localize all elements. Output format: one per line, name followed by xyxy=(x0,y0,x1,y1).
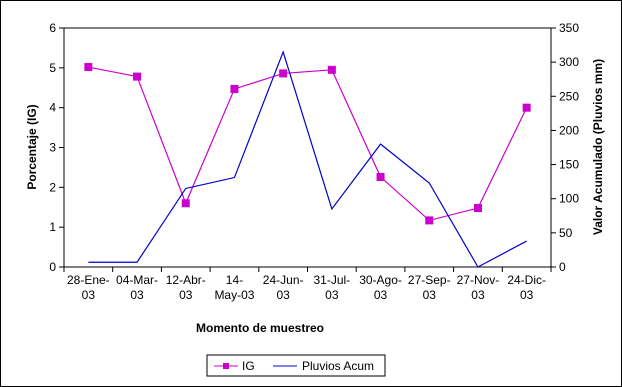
series-line-ig xyxy=(88,66,528,222)
x-axis-tick-label: 24-Jun-03 xyxy=(263,273,304,302)
series-layer xyxy=(84,50,531,268)
x-axis-tick-label: 24-Dic-03 xyxy=(507,273,546,302)
data-point-ig xyxy=(279,69,288,78)
x-axis-tick-label: 31-Jul-03 xyxy=(314,273,351,302)
legend-ig-label: IG xyxy=(242,359,255,373)
data-point-ig xyxy=(327,65,336,74)
x-axis-title: Momento de muestreo xyxy=(196,321,324,335)
legend-pluvios-label: Pluvios Acum xyxy=(302,359,374,373)
y-axis-right-title: Valor Acumulado (Pluvios mm) xyxy=(591,59,605,235)
right-axis-tick-label: 0 xyxy=(559,260,566,274)
left-axis-tick-label: 6 xyxy=(49,21,56,35)
data-point-ig xyxy=(181,199,190,208)
left-axis: 0 1 2 3 4 5 6 xyxy=(49,21,64,274)
x-axis-tick-label: 04-Mar-03 xyxy=(116,273,158,302)
data-point-ig xyxy=(425,216,434,225)
data-point-ig xyxy=(84,63,93,72)
right-axis-tick-label: 300 xyxy=(559,55,579,69)
right-axis-tick-label: 350 xyxy=(559,21,579,35)
left-axis-tick-label: 3 xyxy=(49,141,56,155)
x-axis-tick-label: 27-Nov-03 xyxy=(457,273,500,302)
right-axis-tick-label: 200 xyxy=(559,123,579,137)
plot-border xyxy=(63,27,552,268)
plot-area xyxy=(63,27,552,268)
right-axis-tick-label: 50 xyxy=(559,226,573,240)
x-axis-tick-label: 27-Sep-03 xyxy=(408,273,451,302)
data-point-ig xyxy=(376,172,385,181)
series-line-pluvios-acum xyxy=(88,50,527,268)
y-axis-left-title: Porcentaje (IG) xyxy=(25,104,39,189)
left-axis-tick-label: 2 xyxy=(49,180,56,194)
right-axis-tick-label: 150 xyxy=(559,158,579,172)
x-axis-tick-label: 14-May-03 xyxy=(214,273,254,302)
left-axis-tick-label: 5 xyxy=(49,61,56,75)
right-axis: 0 50 100 150 200 250 300 350 xyxy=(551,21,579,274)
left-axis-tick-label: 4 xyxy=(49,101,56,115)
data-point-ig xyxy=(473,204,482,213)
right-axis-tick-label: 100 xyxy=(559,192,579,206)
right-axis-tick-label: 250 xyxy=(559,89,579,103)
x-axis-tick-label: 28-Ene-03 xyxy=(67,273,110,302)
legend-ig-marker xyxy=(223,363,229,369)
x-axis-tick-label: 12-Abr-03 xyxy=(166,273,206,302)
legend: IG Pluvios Acum xyxy=(206,354,386,377)
x-axis-tick-label: 30-Ago-03 xyxy=(359,273,402,302)
data-point-ig xyxy=(522,103,531,112)
data-point-ig xyxy=(230,84,239,93)
left-axis-tick-label: 0 xyxy=(49,260,56,274)
left-axis-tick-label: 1 xyxy=(49,220,56,234)
data-point-ig xyxy=(133,72,142,81)
